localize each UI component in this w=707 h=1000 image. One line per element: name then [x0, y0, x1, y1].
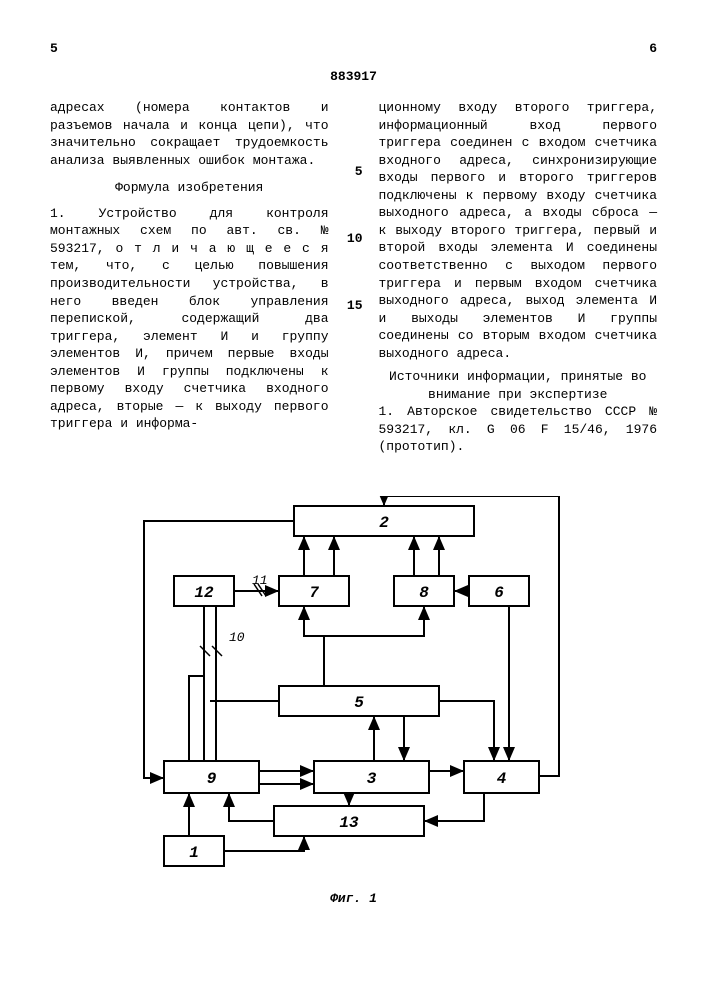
mark-10: 10	[345, 230, 363, 297]
svg-text:8: 8	[419, 584, 429, 602]
figure-label: Фиг. 1	[50, 890, 657, 908]
mark-15: 15	[345, 297, 363, 364]
line-marks: 5 10 15	[345, 99, 363, 456]
header-row: 5 6	[50, 40, 657, 58]
svg-text:9: 9	[206, 770, 216, 788]
mark-5: 5	[345, 163, 363, 230]
svg-text:1: 1	[189, 844, 199, 862]
sources-title: Источники информации, принятые во вниман…	[379, 368, 658, 403]
diagram-svg: 12345678912131110	[134, 496, 574, 886]
col1-top: адресах (номера контактов и разъемов нач…	[50, 99, 329, 169]
col2-body: ционному входу второго триггера, информа…	[379, 99, 658, 362]
svg-text:10: 10	[229, 630, 245, 645]
svg-text:2: 2	[379, 514, 389, 532]
column-left: адресах (номера контактов и разъемов нач…	[50, 99, 329, 456]
block-diagram: 12345678912131110 Фиг. 1	[50, 496, 657, 908]
page-col-right: 6	[649, 40, 657, 58]
page-col-left: 5	[50, 40, 58, 58]
svg-text:3: 3	[366, 770, 376, 788]
sources-body: 1. Авторское свидетельство СССР № 593217…	[379, 403, 658, 456]
col1-body: 1. Устройство для контроля монтажных схе…	[50, 205, 329, 433]
svg-text:12: 12	[194, 584, 214, 602]
patent-number: 883917	[50, 68, 657, 86]
svg-text:4: 4	[496, 770, 506, 788]
formula-title: Формула изобретения	[50, 179, 329, 197]
column-right: ционному входу второго триггера, информа…	[379, 99, 658, 456]
svg-text:7: 7	[309, 584, 319, 602]
text-columns: адресах (номера контактов и разъемов нач…	[50, 99, 657, 456]
svg-text:13: 13	[339, 814, 359, 832]
svg-text:6: 6	[494, 584, 504, 602]
svg-text:5: 5	[354, 694, 364, 712]
